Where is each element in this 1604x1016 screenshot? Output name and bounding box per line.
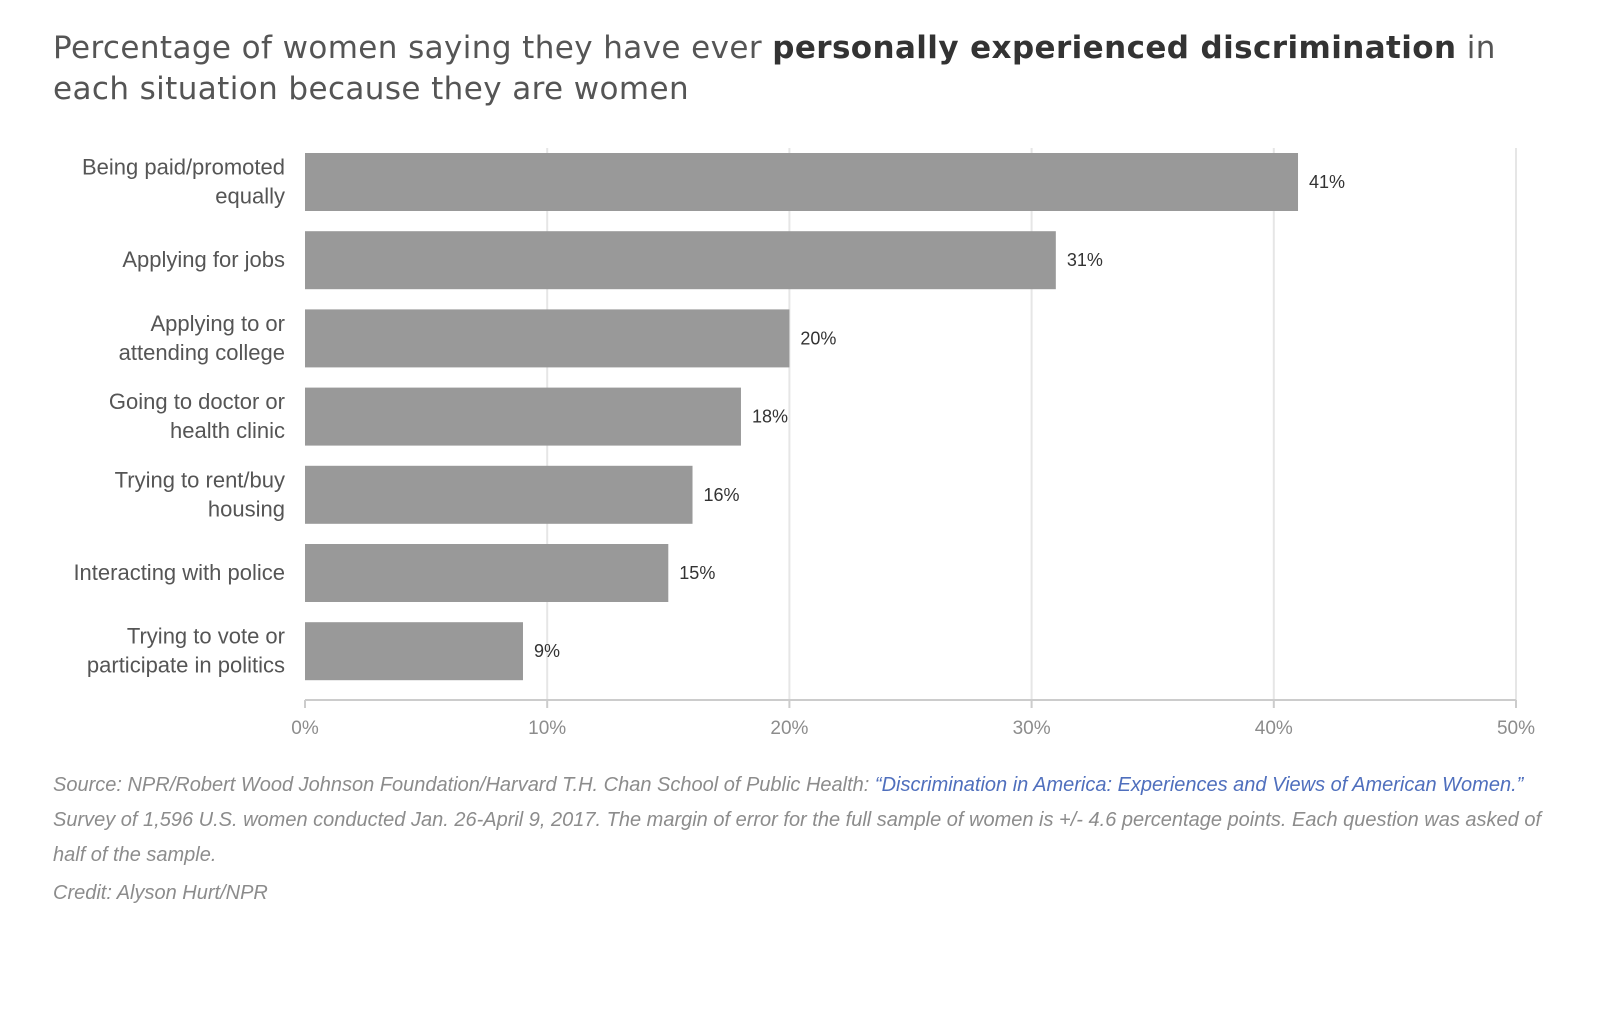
bar [305,309,790,368]
source-note: Source: NPR/Robert Wood Johnson Foundati… [53,768,1553,873]
chart-title: Percentage of women saying they have eve… [53,28,1573,110]
credit-note: Credit: Alyson Hurt/NPR [53,882,268,904]
bar-chart: 41% Being paid/promoted equally 31% Applying… [73,148,1535,739]
source-prefix: Source: NPR/Robert Wood Johnson Foundati… [53,774,875,796]
category-label: Trying to vote or participate in politics [87,624,285,678]
category-label-line: Interacting with police [73,560,285,585]
x-tick-label: 20% [770,718,808,739]
bar [305,465,693,524]
data-label: 16% [704,485,740,505]
x-tick-label: 10% [528,718,566,739]
category-label-line: attending college [119,340,285,365]
chart-title-emphasis: personally experienced discrimination [772,30,1457,66]
category-label: Trying to rent/buy housing [115,467,285,521]
x-tick-label: 0% [291,718,319,739]
category-label-line: participate in politics [87,653,285,678]
chart-title-prefix: Percentage of women saying they have eve… [53,30,773,66]
category-label-line: housing [208,496,285,521]
category-label-line: Applying for jobs [122,247,285,272]
source-report-link[interactable]: “Discrimination in America: Experiences … [874,774,1524,796]
data-label: 41% [1309,172,1345,192]
bar [305,622,523,681]
data-label: 15% [679,563,715,583]
category-label-line: equally [215,184,285,209]
category-label-line: Going to doctor or [109,389,285,414]
category-label: Being paid/promoted equally [82,155,285,209]
data-label: 31% [1067,250,1103,270]
bar [305,153,1299,211]
bar [305,387,741,446]
x-tick-label: 50% [1497,718,1535,739]
category-label: Interacting with police [73,560,285,585]
data-label: 20% [800,328,836,348]
category-label-line: Trying to rent/buy [115,467,285,492]
chart-title-suffix: in each situation because they are women [53,30,1496,107]
chart-notes: Source: NPR/Robert Wood Johnson Foundati… [53,768,1553,911]
category-label-line: Trying to vote or [127,624,285,649]
bar [305,544,669,602]
data-label: 18% [752,407,788,427]
category-label: Applying for jobs [122,247,285,272]
x-tick-label: 40% [1255,718,1293,739]
category-label: Going to doctor or health clinic [109,389,285,443]
category-label: Applying to or attending college [119,311,285,365]
data-label: 9% [534,641,560,661]
source-suffix: Survey of 1,596 U.S. women conducted Jan… [53,809,1542,866]
category-label-line: Applying to or [150,311,285,336]
category-label-line: Being paid/promoted [82,155,285,180]
category-label-line: health clinic [170,418,285,443]
bar [305,231,1056,290]
x-tick-label: 30% [1013,718,1051,739]
